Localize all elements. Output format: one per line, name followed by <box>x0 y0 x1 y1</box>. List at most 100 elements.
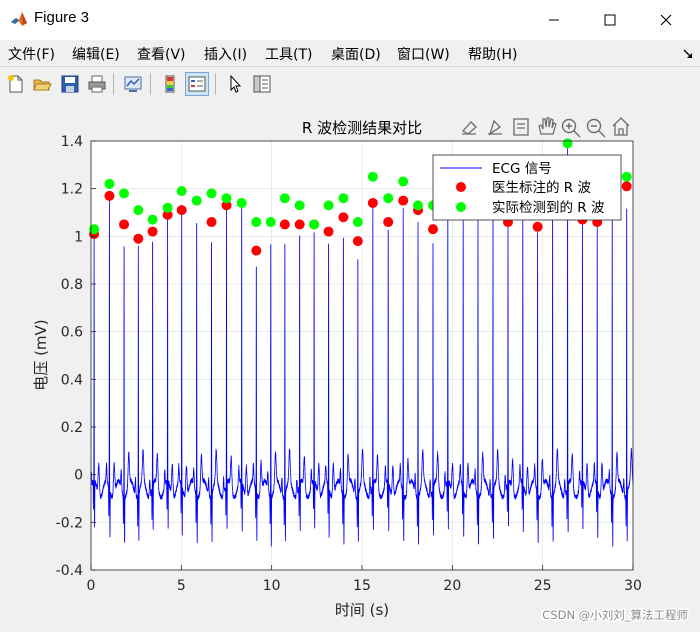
axes-toolbar <box>461 117 630 138</box>
maximize-icon <box>604 14 616 26</box>
minimize-button[interactable] <box>526 0 582 40</box>
pointer-button[interactable] <box>223 72 247 96</box>
x-tick-label: 0 <box>87 578 96 594</box>
legend-swatch-marked <box>456 182 466 192</box>
y-tick-label: -0.2 <box>56 515 83 531</box>
legend-entry-ecg: ECG 信号 <box>492 161 552 177</box>
export-icon <box>513 118 529 136</box>
colorbar-button[interactable] <box>158 72 182 96</box>
marked-r-peak-point <box>398 195 409 206</box>
y-tick-label: 1.4 <box>61 134 83 150</box>
x-tick-label: 30 <box>624 578 642 594</box>
home-icon <box>612 117 630 136</box>
link-plot-button[interactable] <box>121 72 145 96</box>
watermark-halo: CSDN @小刘刘_算法工程师 <box>542 608 688 622</box>
x-tick-label: 15 <box>353 578 371 594</box>
zoom-out-icon-detail <box>591 125 606 138</box>
menu-help[interactable]: 帮助(H) <box>468 47 518 63</box>
marked-r-peak-point <box>176 205 187 216</box>
figure-toolbar <box>0 66 700 102</box>
detected-r-peak-point <box>133 205 144 216</box>
menu-tools[interactable]: 工具(T) <box>265 47 313 63</box>
menu-desktop[interactable]: 桌面(D) <box>331 47 381 63</box>
legend-entry-marked: 医生标注的 R 波 <box>492 180 591 196</box>
pan-button[interactable] <box>538 117 557 135</box>
marked-r-peak-point <box>352 236 363 247</box>
save-icon <box>61 75 79 93</box>
property-inspector-icon <box>253 75 271 93</box>
data-tips-button[interactable] <box>488 119 502 136</box>
window-titlebar: Figure 3 <box>0 0 700 40</box>
menu-edit[interactable]: 编辑(E) <box>72 47 120 63</box>
x-tick-label: 20 <box>443 578 461 594</box>
detected-r-peak-point <box>176 186 187 197</box>
menu-window[interactable]: 窗口(W) <box>397 47 450 63</box>
detected-r-peak-point <box>221 193 232 204</box>
property-inspector-button[interactable] <box>250 72 274 96</box>
marked-r-peak-point <box>383 217 394 228</box>
dock-figure-icon[interactable] <box>682 48 694 60</box>
watermark: CSDN @小刘刘_算法工程师 <box>542 608 688 622</box>
ecg-signal-group <box>90 143 634 547</box>
marked-r-peak-point <box>162 209 173 220</box>
maximize-button[interactable] <box>582 0 638 40</box>
zoom-out-icon <box>586 118 602 134</box>
detected-r-peak-point <box>162 202 173 213</box>
toolbar-separator <box>113 73 114 95</box>
restore-view-button[interactable] <box>612 117 630 136</box>
marked-r-peak-point <box>532 221 543 232</box>
zoom-out-button[interactable] <box>586 118 606 138</box>
new-figure-icon <box>8 75 23 93</box>
print-icon <box>88 75 106 93</box>
x-tick-label: 25 <box>534 578 552 594</box>
tick-labels: 0 5 10 15 20 25 30 -0.4 -0.2 0 0.2 0.4 0.6 0.8 1 1.2 1.4 <box>56 134 642 594</box>
colorbar-icon <box>165 75 175 93</box>
open-file-button[interactable] <box>30 72 54 96</box>
detected-r-peak-point <box>398 176 409 187</box>
legend-swatch-detected <box>456 202 466 212</box>
detected-r-peak-point <box>236 197 247 208</box>
detected-r-peak-point <box>338 193 349 204</box>
y-tick-label: -0.4 <box>56 563 83 579</box>
new-figure-button[interactable] <box>4 72 28 96</box>
window-title: Figure 3 <box>34 9 90 26</box>
menu-view[interactable]: 查看(V) <box>137 47 186 63</box>
pan-icon <box>538 117 557 135</box>
legend-entry-detected: 实际检测到的 R 波 <box>492 200 605 216</box>
marked-r-peak-point <box>621 181 632 192</box>
detected-r-peak-point <box>383 193 394 204</box>
detected-r-peak-point <box>191 195 202 206</box>
close-button[interactable] <box>638 0 694 40</box>
save-button[interactable] <box>58 72 82 96</box>
toolbar-separator <box>215 73 216 95</box>
menu-file[interactable]: 文件(F) <box>8 47 55 63</box>
marked-r-peak-point <box>104 190 115 201</box>
open-file-icon <box>33 79 52 91</box>
export-button[interactable] <box>513 118 529 136</box>
detected-r-peak-point <box>279 193 290 204</box>
legend[interactable]: ECG 信号 医生标注的 R 波 实际检测到的 R 波 <box>432 154 622 221</box>
y-tick-label: 0 <box>74 468 83 484</box>
brush-icon <box>461 121 477 135</box>
detected-r-peak-point <box>352 217 363 228</box>
y-tick-label: 0.2 <box>61 420 83 436</box>
zoom-in-button[interactable] <box>561 118 581 138</box>
zoom-in-icon <box>561 118 577 134</box>
marked-r-peak-point <box>367 197 378 208</box>
marked-r-peak-point <box>428 224 439 235</box>
legend-icon <box>188 76 206 92</box>
detected-r-peak-point <box>323 200 334 211</box>
plot-svg[interactable]: 0 5 10 15 20 25 30 -0.4 -0.2 0 0.2 0.4 0.6 0.8 1 1.2 1.4… <box>0 101 700 628</box>
marked-r-peak-point <box>147 226 158 237</box>
detected-r-peak-point <box>294 200 305 211</box>
brush-button[interactable] <box>461 121 477 135</box>
detected-r-peak-point <box>89 224 100 235</box>
x-tick-label: 5 <box>177 578 186 594</box>
legend-button[interactable] <box>185 72 209 96</box>
marked-r-peak-point <box>279 219 290 230</box>
detected-r-peak-point <box>621 171 632 182</box>
menu-insert[interactable]: 插入(I) <box>204 47 248 63</box>
detected-r-peak-point <box>562 138 573 149</box>
marked-r-peak-point <box>251 245 262 256</box>
print-button[interactable] <box>85 72 109 96</box>
